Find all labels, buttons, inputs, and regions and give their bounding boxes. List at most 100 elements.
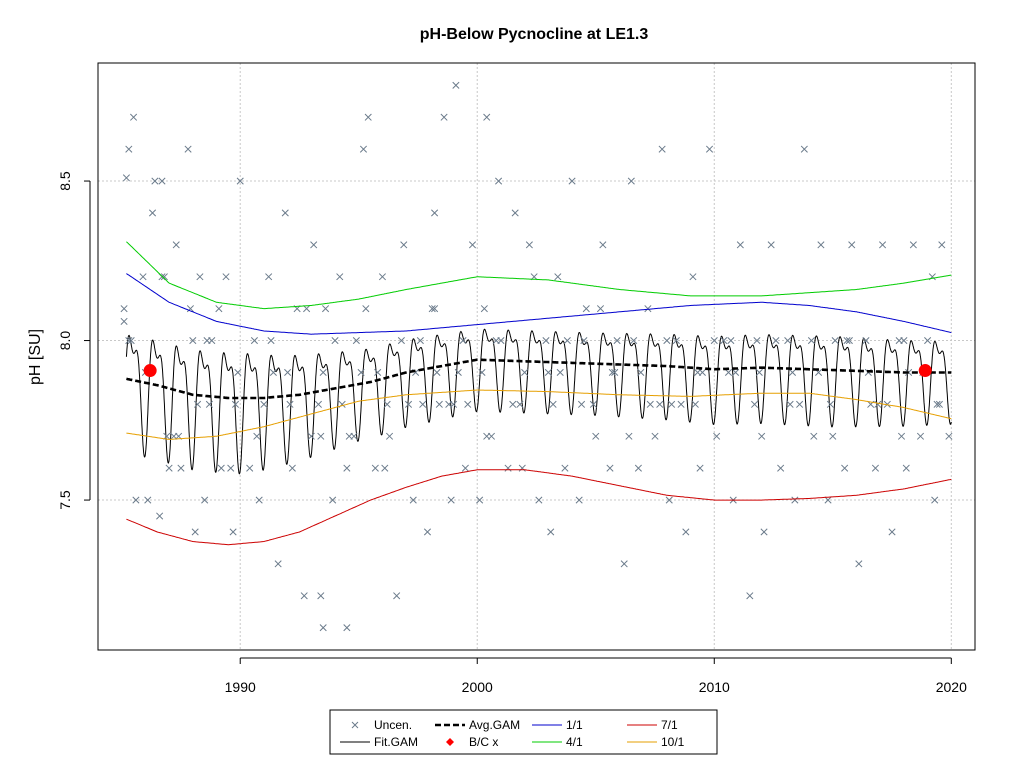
data-point <box>217 464 225 472</box>
data-point <box>668 400 676 408</box>
legend-item: 7/1 <box>627 718 678 732</box>
data-point <box>122 174 130 182</box>
data-point <box>547 528 555 536</box>
data-point <box>132 496 140 504</box>
data-point <box>608 368 616 377</box>
data-point <box>845 336 853 345</box>
data-point <box>222 273 230 281</box>
data-point <box>689 273 697 281</box>
data-point <box>196 273 204 281</box>
legend-item: 10/1 <box>627 735 685 749</box>
data-point <box>461 464 469 472</box>
data-point <box>933 400 941 408</box>
data-point <box>177 464 185 472</box>
data-point <box>191 528 199 536</box>
data-point <box>627 177 635 185</box>
data-point <box>483 113 491 121</box>
data-point <box>563 336 571 345</box>
data-point <box>265 273 273 281</box>
data-point <box>203 336 211 345</box>
data-point <box>561 464 569 472</box>
series-line-4-1 <box>126 241 952 310</box>
data-point <box>829 432 837 440</box>
data-point <box>732 368 740 377</box>
data-point <box>127 336 135 345</box>
data-point <box>589 400 597 408</box>
data-point <box>611 368 619 377</box>
y-axis-label: pH [SU] <box>27 329 44 385</box>
data-point <box>329 496 337 504</box>
data-point <box>724 368 733 377</box>
data-point <box>525 241 533 249</box>
data-point <box>796 400 804 408</box>
data-point <box>753 336 761 345</box>
data-point <box>504 464 512 472</box>
bc-point <box>143 364 157 378</box>
data-point <box>303 305 311 313</box>
data-point <box>385 432 394 440</box>
data-point <box>464 400 472 408</box>
data-point <box>843 336 851 345</box>
data-point <box>352 336 360 345</box>
data-point <box>120 305 128 313</box>
data-point <box>350 432 358 440</box>
data-point <box>267 336 275 345</box>
legend-label: 10/1 <box>661 735 685 749</box>
data-point <box>807 336 816 345</box>
data-point <box>705 145 714 153</box>
data-point <box>317 432 325 440</box>
data-point <box>331 336 339 345</box>
data-point <box>120 317 128 325</box>
data-point <box>497 336 505 345</box>
data-point <box>663 336 671 345</box>
fit-gam-line <box>125 328 952 475</box>
data-point <box>824 496 832 504</box>
data-point <box>452 81 460 89</box>
uncensored-points <box>120 81 953 632</box>
data-point <box>300 592 308 600</box>
data-point <box>274 560 282 568</box>
data-point <box>231 400 240 408</box>
data-point <box>468 241 477 249</box>
data-point <box>317 592 325 600</box>
data-point <box>677 400 685 408</box>
data-point <box>286 400 294 408</box>
data-point <box>397 336 405 345</box>
data-point <box>144 496 152 504</box>
data-point <box>751 400 759 408</box>
data-point <box>234 368 242 377</box>
data-point <box>542 336 550 345</box>
data-point <box>284 368 292 377</box>
data-point <box>495 177 503 185</box>
data-point <box>760 528 768 536</box>
data-point <box>871 464 880 472</box>
data-point <box>826 400 834 408</box>
legend-label: Uncen. <box>374 718 412 732</box>
data-point <box>158 177 166 185</box>
legend-symbol <box>351 721 359 729</box>
data-point <box>156 512 164 520</box>
legend-box <box>329 709 718 755</box>
data-point <box>269 368 277 377</box>
data-point <box>784 336 792 345</box>
data-point <box>767 241 775 249</box>
data-point <box>393 592 401 600</box>
data-point <box>440 113 448 121</box>
data-point <box>189 336 197 345</box>
data-point <box>250 336 258 345</box>
data-point <box>447 496 455 504</box>
data-point <box>549 400 557 408</box>
bc-points <box>143 364 932 378</box>
data-point <box>672 336 680 345</box>
series-line-10-1 <box>126 389 952 440</box>
data-point <box>314 400 322 408</box>
legend-item: Avg.GAM <box>435 718 520 732</box>
data-point <box>924 336 932 345</box>
x-tick-label: 2000 <box>462 679 493 695</box>
data-point <box>691 400 699 408</box>
data-point <box>383 400 391 408</box>
data-point <box>201 496 209 504</box>
data-point <box>215 305 223 313</box>
data-point <box>246 464 254 472</box>
data-point <box>874 400 882 408</box>
